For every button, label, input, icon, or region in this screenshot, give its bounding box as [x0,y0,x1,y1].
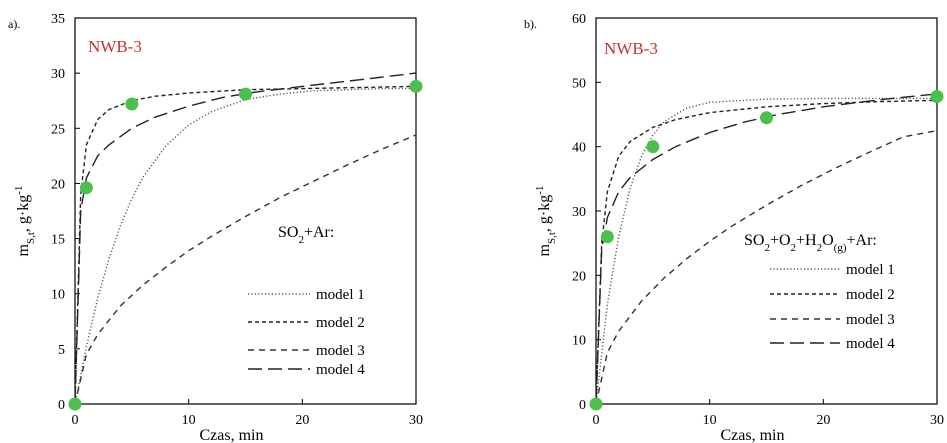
x-tick-label: 20 [816,413,830,428]
x-axis-title: Czas, min [721,427,785,443]
plot-frame [74,17,417,405]
series-line-model-4 [595,93,938,405]
data-point [239,87,252,101]
series-line-model-2 [74,85,417,405]
y-axis-title: mS,t, g·kg-1 [534,186,558,257]
y-tick-label: 20 [572,269,586,284]
y-tick-label: 10 [572,334,586,349]
x-tick-label: 0 [72,413,79,428]
legend-entry: model 3 [846,312,895,328]
legend-entry: model 2 [316,315,365,331]
y-tick-label: 25 [51,122,65,137]
x-axis-title: Czas, min [200,427,264,443]
series-line-model-3 [74,134,417,405]
data-point [125,97,139,111]
y-tick-label: 20 [51,177,65,192]
panel-label: a). [8,17,20,31]
legend-title-part: O [822,232,834,249]
legend-entry: model 2 [846,287,895,303]
y-tick-label: 35 [51,12,65,27]
chart-panel-2: 0 10 20 30 40 50 60 0 10 20 30 b). NWB-3 Czas, min mS,… [524,12,944,443]
legend-entry: model 1 [846,262,895,278]
legend-title-subscript: 2 [298,234,304,246]
y-axis-subscript: S,t [25,232,37,244]
y-tick-label: 0 [579,398,586,413]
y-axis-symbol: m [15,243,32,256]
y-tick-label: 10 [51,288,65,303]
legend-entry: model 4 [846,336,895,352]
x-tick-label: 30 [930,413,944,428]
legend-entry: model 1 [316,287,365,303]
y-axis-title: mS,t, g·kg-1 [13,186,37,257]
sample-label: NWB-3 [88,37,142,56]
sample-label: NWB-3 [604,39,658,58]
y-tick-label: 30 [51,67,65,82]
legend-title-subscript: 2 [764,242,770,254]
legend-entry: model 3 [316,343,365,359]
data-point [760,111,773,125]
y-axis-superscript: -1 [534,186,546,195]
x-tick-label: 10 [182,413,196,428]
y-tick-label: 60 [572,12,586,27]
legend-title-part: +H [796,232,817,249]
series-line-model-2 [595,99,938,405]
x-tick-label: 20 [295,413,309,428]
y-axis-units: , g·kg [536,195,553,232]
y-tick-label: 5 [58,343,65,358]
data-point [930,89,944,103]
legend-title-part: +Ar: [847,232,877,249]
legend-title-part: +Ar: [304,224,334,241]
x-tick-label: 10 [703,413,717,428]
legend-title-subscript: 2 [817,242,823,254]
series-line-model-4 [74,72,417,405]
legend-title-subscript: 2 [791,242,797,254]
y-tick-label: 30 [572,205,586,220]
data-point [79,181,93,195]
y-tick-label: 15 [51,233,65,248]
legend-title-part: +O [770,232,791,249]
legend-title-part: SO [278,224,298,241]
series-line-model-1 [74,87,416,405]
data-point [646,140,660,154]
data-point [409,79,423,93]
y-axis-symbol: m [536,243,553,256]
legend-entry: model 4 [316,362,365,378]
y-axis-subscript: S,t [546,232,558,244]
y-axis-units: , g·kg [15,195,32,232]
data-point [68,397,82,411]
legend-title: SO2+O2+H2O(g)+Ar: [744,232,877,254]
legend-title-part: SO [744,232,764,249]
y-tick-label: 50 [572,76,586,91]
x-tick-label: 30 [409,413,423,428]
legend-title: SO2+Ar: [278,224,334,246]
panel-label: b). [524,17,537,31]
x-tick-label: 0 [593,413,600,428]
legend-title-subscript: (g) [834,242,847,254]
y-axis-superscript: -1 [13,186,25,195]
data-point [600,230,614,244]
y-tick-label: 40 [572,141,586,156]
data-point [589,397,603,411]
y-tick-label: 0 [58,398,65,413]
